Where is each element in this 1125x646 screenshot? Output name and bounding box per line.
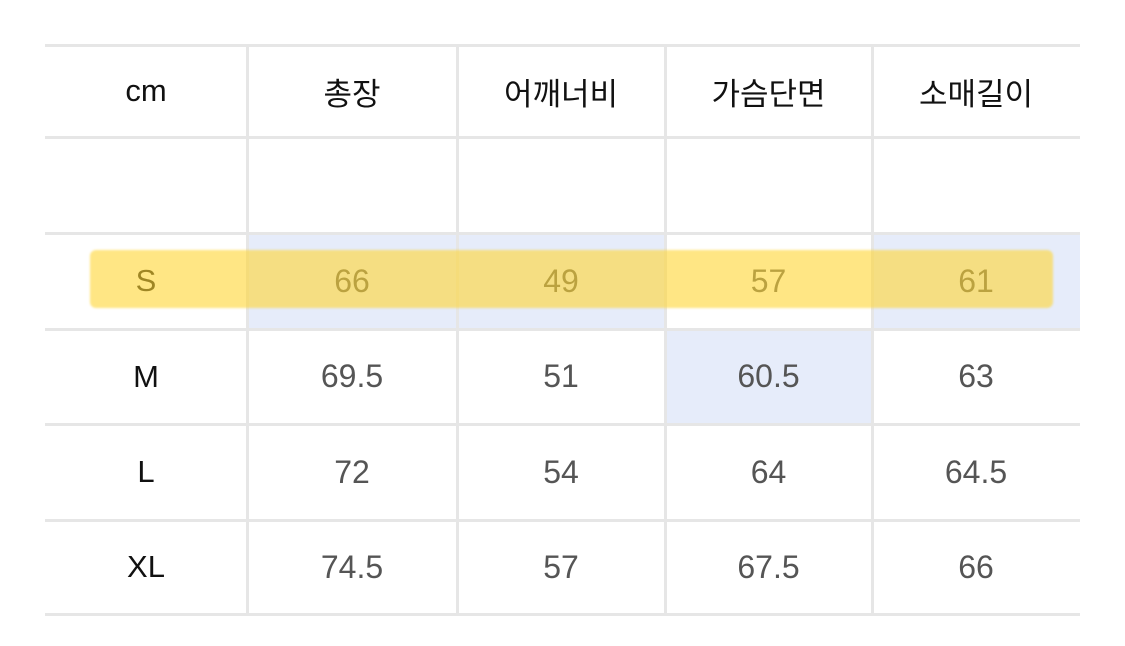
row-highlight-marker (90, 250, 1053, 308)
row-divider (45, 44, 1080, 47)
measurement-value: 60.5 (737, 358, 800, 394)
measurement-value: 74.5 (320, 548, 384, 585)
measurement-value: 57 (543, 548, 579, 585)
column-header: 총장 (323, 76, 381, 112)
row-divider (45, 423, 1080, 426)
measurement-value: 67.5 (737, 548, 800, 585)
measurement-value: 64.5 (944, 453, 1008, 490)
measurement-value: 69.5 (320, 358, 384, 394)
measurement-value: 64 (750, 453, 787, 490)
row-divider (45, 136, 1080, 139)
column-header: 가슴단면 (711, 76, 826, 112)
size-chart-table: cm총장어깨너비가슴단면소매길이S66495761M69.55160.563L7… (45, 44, 1080, 616)
row-divider (45, 613, 1080, 616)
size-label: L (137, 454, 155, 489)
cell-highlight (665, 329, 872, 424)
column-header: 어깨너비 (503, 76, 619, 112)
column-header: cm (125, 73, 167, 108)
row-divider (45, 328, 1080, 331)
measurement-value: 63 (958, 358, 994, 394)
measurement-value: 66 (958, 548, 994, 585)
row-divider (45, 519, 1080, 522)
measurement-value: 72 (334, 453, 370, 490)
column-header: 소매길이 (918, 76, 1034, 112)
row-divider (45, 232, 1080, 235)
measurement-value: 51 (543, 358, 579, 394)
size-label: XL (127, 549, 165, 584)
size-label: M (133, 358, 159, 394)
measurement-value: 54 (543, 453, 579, 490)
